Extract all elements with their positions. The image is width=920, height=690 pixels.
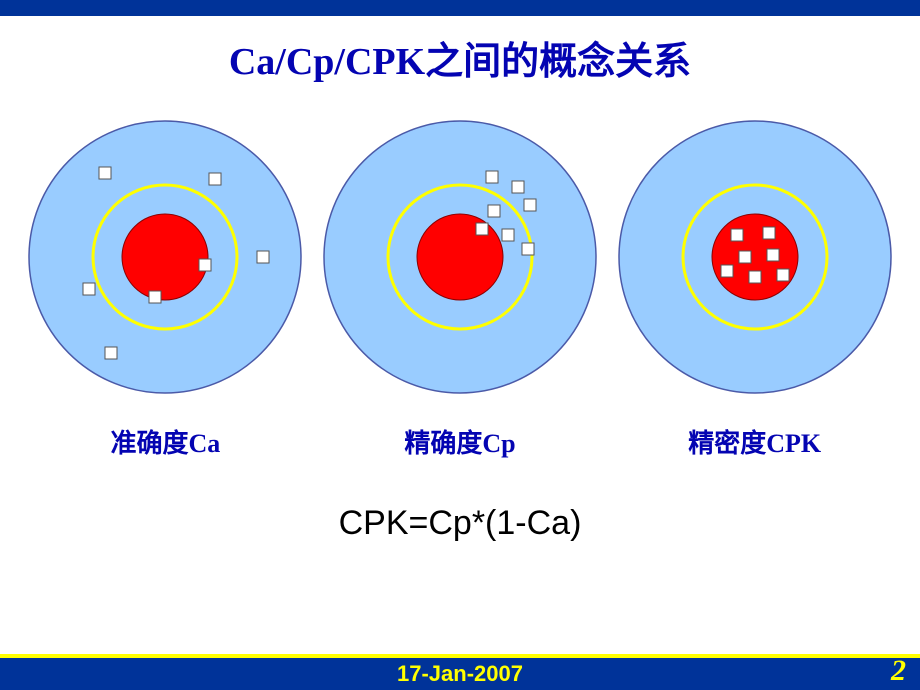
formula: CPK=Cp*(1-Ca) (0, 504, 920, 543)
footer-bar: 17-Jan-2007 2 (0, 654, 920, 690)
target-ca (25, 117, 305, 397)
footer-date: 17-Jan-2007 (397, 661, 523, 687)
slide-title: Ca/Cp/CPK之间的概念关系 (0, 30, 920, 85)
label-ca: 准确度Ca (25, 423, 305, 460)
target-cpk (615, 117, 895, 397)
footer-page: 2 (891, 654, 906, 688)
target-cp (320, 117, 600, 397)
labels-row: 准确度Ca 精确度Cp 精密度CPK (0, 423, 920, 460)
label-cp: 精确度Cp (320, 423, 600, 460)
targets-row (0, 117, 920, 397)
label-cpk: 精密度CPK (615, 423, 895, 460)
top-bar (0, 0, 920, 16)
